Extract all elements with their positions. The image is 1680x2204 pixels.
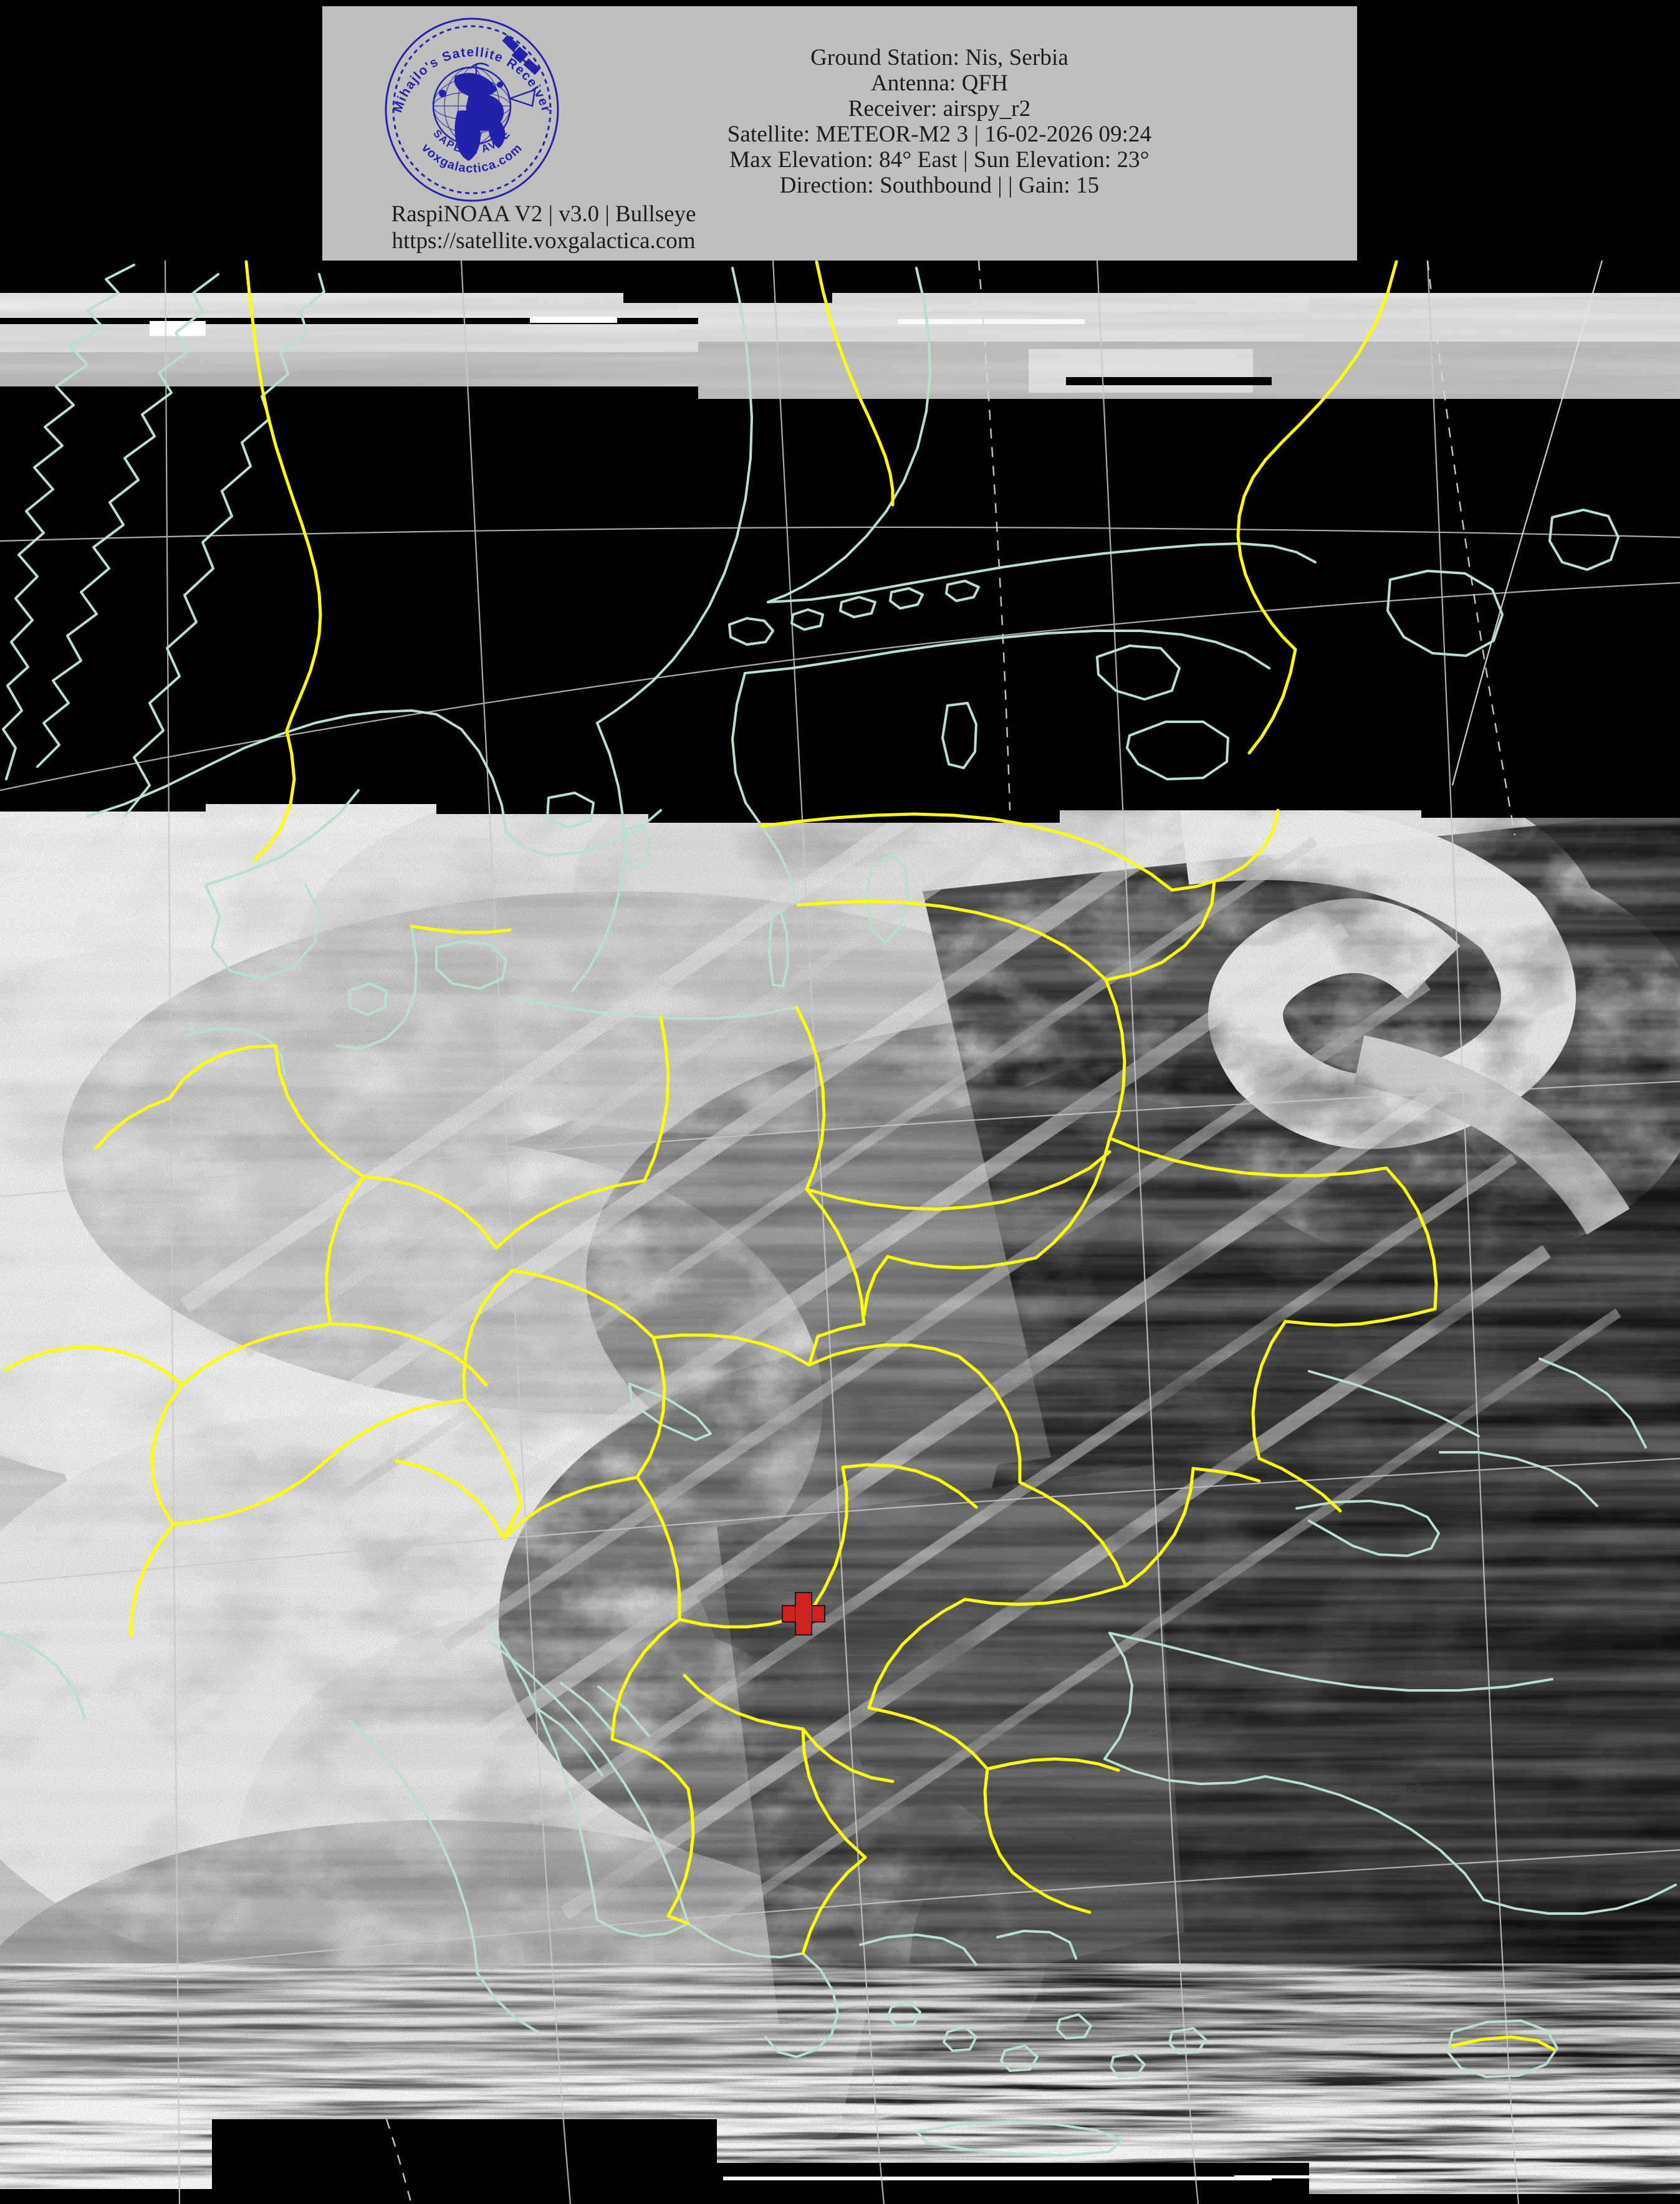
station-logo: Mihajlo's Satellite Receiver SAPERE AVDE… [375, 11, 569, 206]
antenna-line: Antenna: QFH [870, 70, 1009, 96]
partial-scan-bands [0, 293, 1680, 399]
elevation-line: Max Elevation: 84° East | Sun Elevation:… [729, 147, 1150, 173]
ground-station-marker [782, 1592, 825, 1636]
direction-gain-line: Direction: Southbound | | Gain: 15 [779, 173, 1100, 198]
ground-station-line: Ground Station: Nis, Serbia [810, 45, 1068, 70]
station-url-line[interactable]: https://satellite.voxgalactica.com [391, 228, 696, 254]
scanline-artifacts [723, 2173, 1396, 2180]
image-data-region [0, 804, 1680, 2194]
orbit-track-lines [385, 260, 1516, 2204]
software-footer-block: RaspiNOAA V2 | v3.0 | Bullseye https://s… [322, 201, 765, 254]
receiver-line: Receiver: airspy_r2 [848, 96, 1031, 122]
country-border-overlay [3, 260, 1555, 2051]
software-version-line: RaspiNOAA V2 | v3.0 | Bullseye [391, 201, 696, 227]
info-banner: Mihajlo's Satellite Receiver SAPERE AVDE… [322, 6, 1357, 261]
station-info-block: Ground Station: Nis, Serbia Antenna: QFH… [528, 45, 1351, 198]
satellite-pass-line: Satellite: METEOR-M2 3 | 16-02-2026 09:2… [727, 122, 1152, 147]
coastline-overlay [0, 264, 1677, 2157]
